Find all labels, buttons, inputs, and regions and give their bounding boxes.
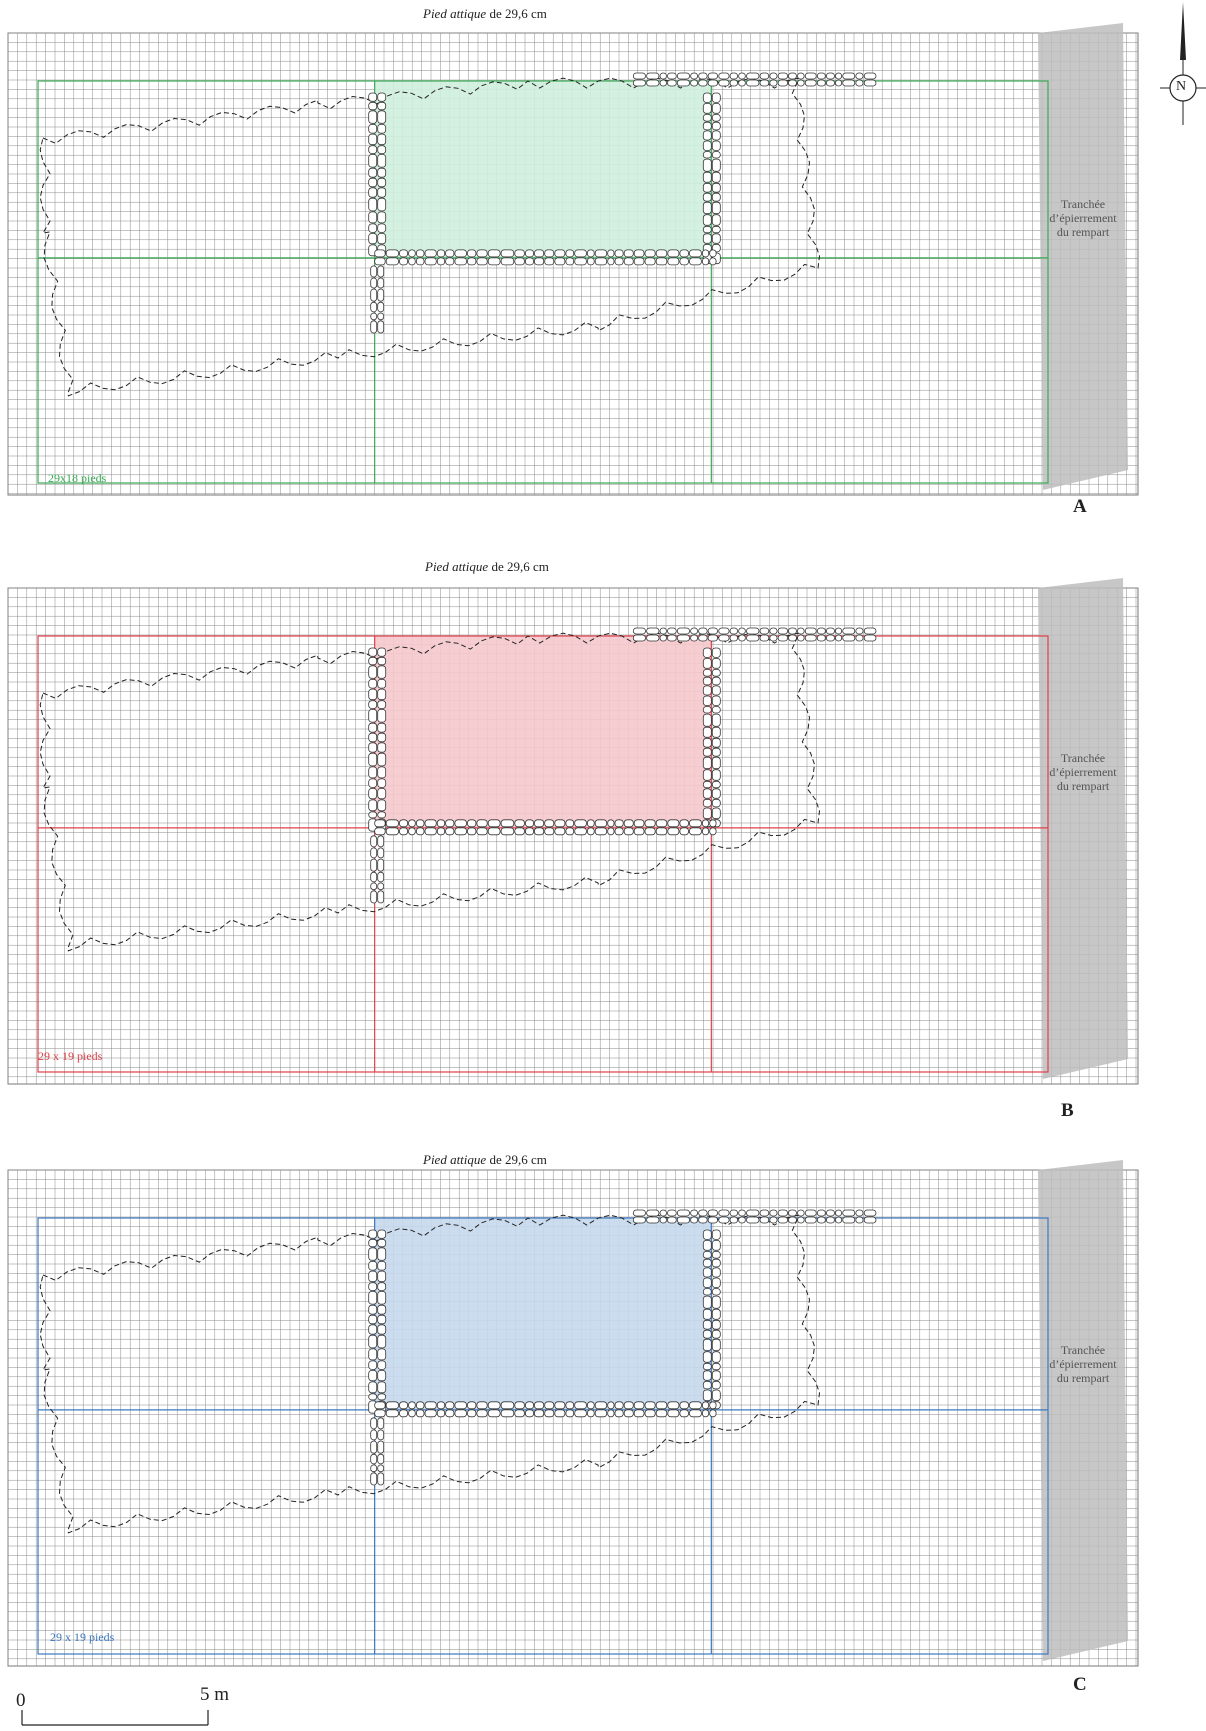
- unit-value: de 29,6 cm: [486, 6, 547, 21]
- unit-name: Pied attique: [423, 6, 487, 21]
- trench-line: d’épierrement: [1049, 211, 1117, 225]
- trench-label: Tranchée d’épierrement du rempart: [1033, 1343, 1133, 1385]
- site-plan: [7, 578, 1139, 1085]
- scale-zero-label: 0: [16, 1690, 26, 1711]
- panel-title: Pied attique de 29,6 cm: [423, 1152, 547, 1168]
- trench-band: [1038, 1160, 1128, 1661]
- trench-line: du rempart: [1056, 1371, 1110, 1385]
- trench-band: [1038, 23, 1128, 490]
- measurement-grid: [7, 1169, 1139, 1667]
- modular-grid-label: 29 x 19 pieds: [38, 1049, 103, 1063]
- scale-bar: [21, 1710, 209, 1726]
- unit-value: de 29,6 cm: [486, 1152, 547, 1167]
- panel-letter: C: [1073, 1674, 1087, 1695]
- unit-name: Pied attique: [423, 1152, 487, 1167]
- panel-title: Pied attique de 29,6 cm: [425, 559, 549, 575]
- modular-grid-label: 29 x 19 pieds: [50, 1630, 115, 1644]
- panel-a: Pied attique de 29,6 cm Tranchée d’épier…: [0, 0, 1160, 520]
- room-fill: [374, 636, 712, 828]
- site-plan: [7, 23, 1139, 496]
- trench-line: d’épierrement: [1049, 1357, 1117, 1371]
- room-fill: [374, 81, 712, 258]
- panel-letter: A: [1073, 496, 1087, 517]
- modular-grid: [37, 1217, 1049, 1655]
- unit-value: de 29,6 cm: [488, 559, 549, 574]
- trench-line: du rempart: [1056, 225, 1110, 239]
- trench-line: du rempart: [1056, 779, 1110, 793]
- stone-walls: [368, 72, 877, 334]
- trench-line: Tranchée: [1060, 197, 1106, 211]
- room-fill: [374, 1218, 712, 1410]
- modular-grid-label: 29x18 pieds: [48, 471, 107, 485]
- scale-end-label: 5 m: [200, 1684, 230, 1705]
- trench-label: Tranchée d’épierrement du rempart: [1033, 751, 1133, 793]
- unit-name: Pied attique: [425, 559, 489, 574]
- panel-title: Pied attique de 29,6 cm: [423, 6, 547, 22]
- trench-band: [1038, 578, 1128, 1079]
- trench-label: Tranchée d’épierrement du rempart: [1033, 197, 1133, 239]
- north-label: N: [1176, 79, 1187, 94]
- trench-line: Tranchée: [1060, 1343, 1106, 1357]
- stone-walls: [368, 627, 877, 904]
- site-plan: [7, 1160, 1139, 1667]
- trench-line: d’épierrement: [1049, 765, 1117, 779]
- panel-letter: B: [1061, 1100, 1074, 1121]
- modular-grid: [37, 80, 1049, 484]
- north-arrow-icon: [1160, 2, 1206, 125]
- trench-line: Tranchée: [1060, 751, 1106, 765]
- panel-b: Pied attique de 29,6 cm Tranchée d’épier…: [0, 555, 1160, 1135]
- panel-c: Pied attique de 29,6 cm Tranchée d’épier…: [0, 1148, 1160, 1708]
- stone-walls: [368, 1209, 877, 1486]
